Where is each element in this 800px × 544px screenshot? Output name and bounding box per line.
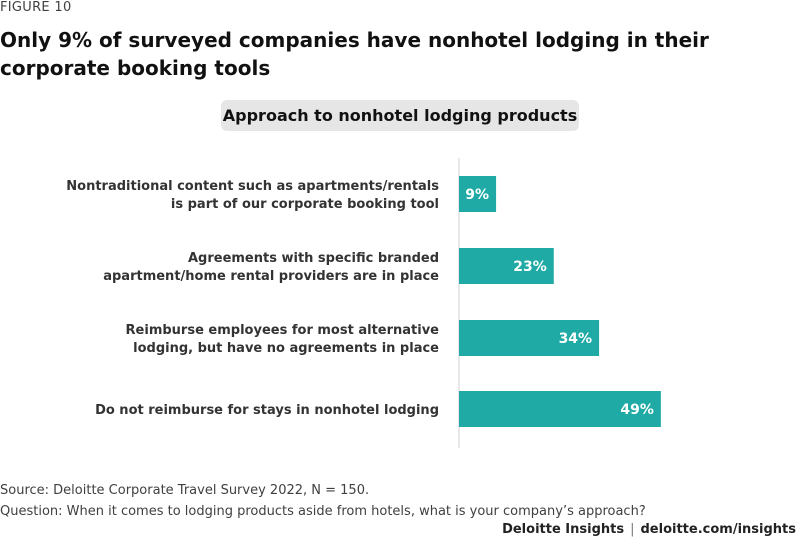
credit: Deloitte Insights | deloitte.com/insights bbox=[502, 522, 796, 537]
credit-separator: | bbox=[630, 522, 635, 537]
category-label-0-line-1: is part of our corporate booking tool bbox=[171, 197, 439, 212]
question-text: Question: When it comes to lodging produ… bbox=[0, 504, 646, 519]
bar-0 bbox=[459, 176, 497, 212]
source-text: Source: Deloitte Corporate Travel Survey… bbox=[0, 483, 370, 498]
value-label-0: 9% bbox=[465, 187, 489, 203]
category-label-0-line-0: Nontraditional content such as apartment… bbox=[66, 179, 439, 194]
credit-brand: Deloitte Insights bbox=[502, 522, 625, 537]
category-label-1-line-1: apartment/home rental providers are in p… bbox=[103, 269, 439, 284]
bar-chart: 9% Nontraditional content such as apartme… bbox=[66, 158, 661, 448]
value-label-1: 23% bbox=[513, 259, 547, 275]
bar-2 bbox=[459, 320, 600, 356]
category-label-1-line-0: Agreements with specific branded bbox=[188, 251, 439, 266]
category-label-3-line-0: Do not reimburse for stays in nonhotel l… bbox=[95, 403, 439, 418]
bar-3 bbox=[459, 391, 661, 427]
category-label-2-line-0: Reimburse employees for most alternative bbox=[126, 323, 440, 338]
chart-title: Approach to nonhotel lodging products bbox=[221, 100, 579, 131]
source-notes: Source: Deloitte Corporate Travel Survey… bbox=[0, 480, 646, 522]
figure-label: FIGURE 10 bbox=[0, 0, 72, 15]
bar-1 bbox=[459, 248, 554, 284]
category-label-2-line-1: lodging, but have no agreements in place bbox=[133, 341, 439, 356]
value-label-2: 34% bbox=[559, 331, 593, 347]
credit-link[interactable]: deloitte.com/insights bbox=[640, 522, 797, 537]
value-label-3: 49% bbox=[620, 402, 654, 418]
page-title: Only 9% of surveyed companies have nonho… bbox=[0, 28, 709, 80]
